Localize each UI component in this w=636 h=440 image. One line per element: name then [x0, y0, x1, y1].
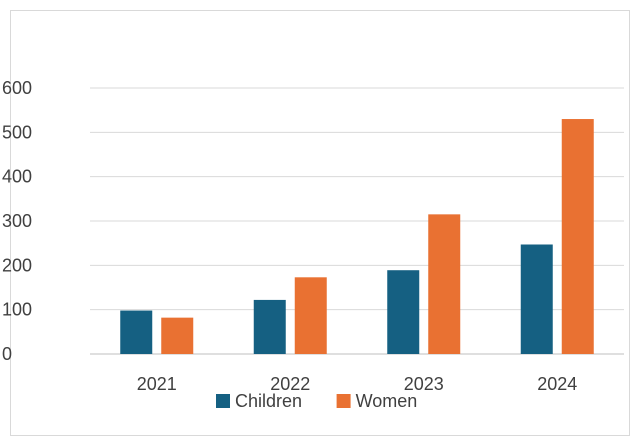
y-tick-label: 400 — [2, 167, 32, 187]
x-tick-label: 2023 — [404, 374, 444, 394]
legend-label-children: Children — [235, 391, 302, 411]
legend-label-women: Women — [356, 391, 418, 411]
x-tick-label: 2024 — [537, 374, 577, 394]
bar-children-2024 — [520, 244, 553, 354]
bar-women-2023 — [428, 214, 461, 354]
y-tick-label: 300 — [2, 211, 32, 231]
y-tick-label: 0 — [2, 344, 12, 364]
x-tick-label: 2021 — [137, 374, 177, 394]
y-tick-label: 600 — [2, 78, 32, 98]
legend-swatch-women — [336, 394, 351, 408]
legend-swatch-children — [216, 394, 230, 408]
bar-children-2023 — [387, 270, 420, 354]
chart-frame — [10, 10, 630, 436]
bar-women-2022 — [294, 277, 327, 354]
y-tick-label: 500 — [2, 122, 32, 142]
bar-children-2022 — [253, 299, 286, 354]
bar-women-2024 — [561, 119, 594, 355]
bar-women-2021 — [161, 317, 194, 354]
x-tick-label: 2022 — [270, 374, 310, 394]
y-tick-label: 100 — [2, 300, 32, 320]
bar-children-2021 — [120, 310, 153, 354]
y-tick-label: 200 — [2, 255, 32, 275]
